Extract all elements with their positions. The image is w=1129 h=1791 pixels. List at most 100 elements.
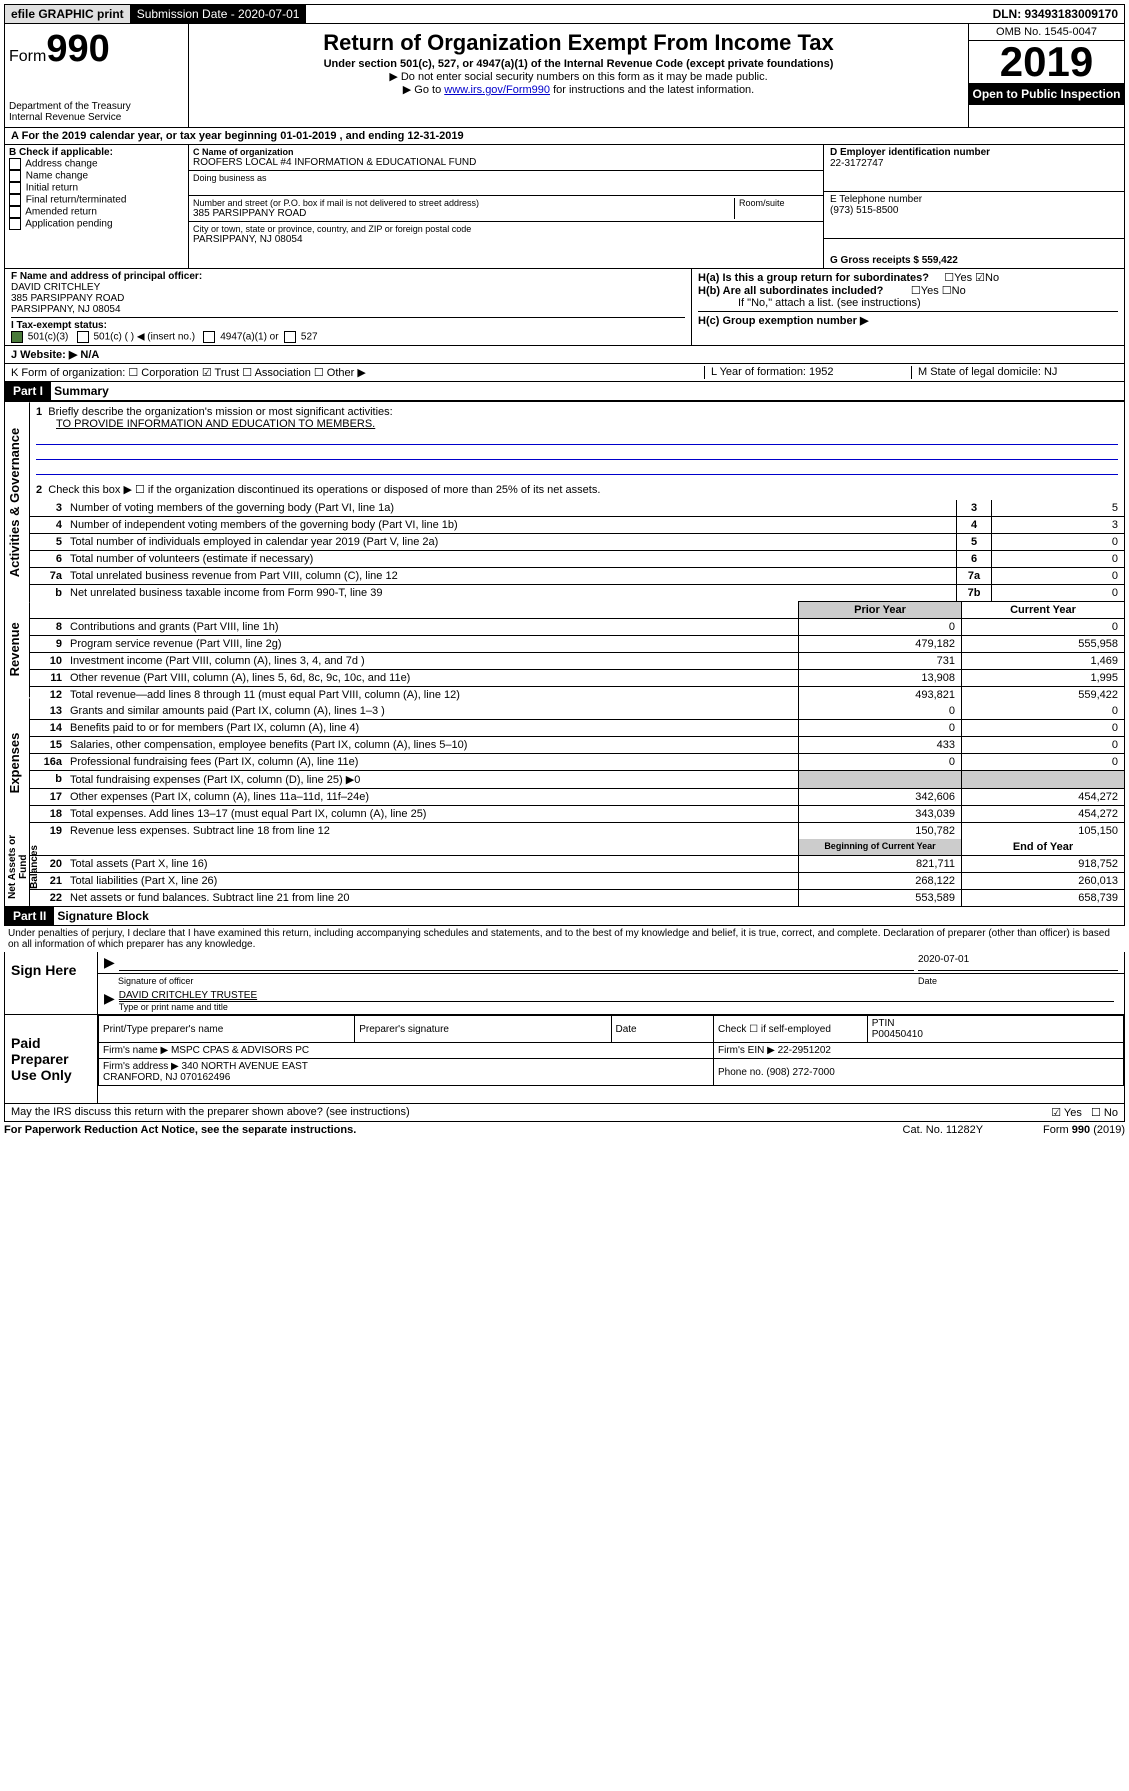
hc-label: H(c) Group exemption number ▶ [698,311,1118,327]
addr-label: Number and street (or P.O. box if mail i… [193,198,734,208]
officer-label: F Name and address of principal officer: [11,271,685,282]
city-label: City or town, state or province, country… [193,224,819,234]
section-m: M State of legal domicile: NJ [911,366,1118,379]
summary-line: 17Other expenses (Part IX, column (A), l… [30,789,1124,806]
org-name: ROOFERS LOCAL #4 INFORMATION & EDUCATION… [193,157,819,168]
efile-button[interactable]: efile GRAPHIC print [5,5,131,23]
form-number: 990 [46,28,109,70]
signature-block: Sign Here ▶ 2020-07-01 Signature of offi… [4,952,1125,1104]
chk-501c3[interactable] [11,331,23,343]
submission-date: Submission Date - 2020-07-01 [131,5,307,23]
summary-line: bTotal fundraising expenses (Part IX, co… [30,771,1124,789]
discuss-yes-no: ☑ Yes ☐ No [1051,1106,1118,1119]
firm-ein: Firm's EIN ▶ 22-2951202 [714,1043,1124,1059]
section-l: L Year of formation: 1952 [704,366,911,379]
summary-line: 6Total number of volunteers (estimate if… [30,551,1124,568]
gross-receipts: G Gross receipts $ 559,422 [830,255,1118,266]
paid-preparer-label: Paid Preparer Use Only [5,1015,98,1103]
summary-line: 4Number of independent voting members of… [30,517,1124,534]
section-klm: K Form of organization: ☐ Corporation ☑ … [4,364,1125,382]
firm-name: MSPC CPAS & ADVISORS PC [171,1045,309,1056]
summary-table: Activities & Governance Revenue Expenses… [4,401,1125,907]
mission-text: TO PROVIDE INFORMATION AND EDUCATION TO … [36,418,375,430]
top-bar: efile GRAPHIC print Submission Date - 20… [4,4,1125,24]
prior-year-hdr: Prior Year [798,601,961,618]
checkbox-row: Amended return [9,206,184,218]
summary-line: 5Total number of individuals employed in… [30,534,1124,551]
side-netassets: Net Assets or Fund Balances [5,828,30,906]
note2-pre: ▶ Go to [403,84,444,96]
curr-year-hdr: Current Year [961,601,1124,618]
summary-line: 16aProfessional fundraising fees (Part I… [30,754,1124,771]
prep-self-employed: Check ☐ if self-employed [714,1016,868,1043]
begin-year-hdr: Beginning of Current Year [798,839,961,855]
city-state-zip: PARSIPPANY, NJ 08054 [193,234,819,245]
org-name-label: C Name of organization [193,147,819,157]
checkbox-row: Initial return [9,182,184,194]
preparer-table: Print/Type preparer's name Preparer's si… [98,1015,1124,1086]
section-k: K Form of organization: ☐ Corporation ☑ … [11,366,704,379]
checkbox[interactable] [9,158,21,170]
ein-label: D Employer identification number [830,147,1118,158]
header-row-net: Beginning of Current Year End of Year [30,839,1124,856]
header-row-revenue: Prior Year Current Year [30,601,1124,619]
dba-label: Doing business as [193,173,819,183]
part1-title: Summary [54,384,109,398]
summary-line: 20Total assets (Part X, line 16)821,7119… [30,856,1124,873]
summary-line: 12Total revenue—add lines 8 through 11 (… [30,687,1124,703]
end-year-hdr: End of Year [961,839,1124,855]
dept-label: Department of the Treasury Internal Reve… [9,101,184,123]
summary-line: 15Salaries, other compensation, employee… [30,737,1124,754]
officer-name: DAVID CRITCHLEY [11,282,685,293]
checkbox[interactable] [9,206,21,218]
part2-header: Part II Signature Block [4,907,1125,926]
summary-line: 21Total liabilities (Part X, line 26)268… [30,873,1124,890]
tax-year-big: 2019 [969,41,1124,83]
prep-sig-label: Preparer's signature [355,1016,611,1043]
note-2: ▶ Go to www.irs.gov/Form990 for instruct… [193,83,964,96]
telephone: (973) 515-8500 [830,205,1118,216]
tel-label: E Telephone number [830,194,1118,205]
ptin-value: P00450410 [872,1029,923,1040]
prep-date-label: Date [611,1016,714,1043]
form-header: Form990 Department of the Treasury Inter… [4,24,1125,128]
checkbox-row: Address change [9,158,184,170]
chk-4947[interactable] [203,331,215,343]
note-1: ▶ Do not enter social security numbers o… [193,70,964,83]
tax-year-text: For the 2019 calendar year, or tax year … [22,130,464,142]
firm-phone: Phone no. (908) 272-7000 [714,1059,1124,1086]
sig-officer-label: Signature of officer [118,976,918,986]
checkbox[interactable] [9,182,21,194]
checkbox-row: Name change [9,170,184,182]
tax-exempt-label: I Tax-exempt status: [11,320,107,331]
side-activities: Activities & Governance [5,402,30,602]
typed-label: Type or print name and title [119,1002,1114,1012]
summary-line: 14Benefits paid to or for members (Part … [30,720,1124,737]
firm-addr-label: Firm's address ▶ [103,1061,179,1072]
discuss-row: May the IRS discuss this return with the… [4,1104,1125,1122]
ha-label: H(a) Is this a group return for subordin… [698,271,1118,284]
section-c: C Name of organization ROOFERS LOCAL #4 … [189,145,824,268]
hb-note: If "No," attach a list. (see instruction… [698,297,1118,309]
line1-label: Briefly describe the organization's miss… [48,406,392,418]
part2-title: Signature Block [57,909,148,923]
checkbox[interactable] [9,194,21,206]
side-revenue: Revenue [5,602,30,697]
chk-501c[interactable] [77,331,89,343]
checkbox[interactable] [9,218,21,230]
sig-date-label: Date [918,976,1118,986]
opt-4947: 4947(a)(1) or [220,332,278,343]
summary-line: 3Number of voting members of the governi… [30,500,1124,517]
prep-name-label: Print/Type preparer's name [99,1016,355,1043]
ptin-label: PTIN [872,1018,895,1029]
irs-link[interactable]: www.irs.gov/Form990 [444,84,550,96]
tax-year-line: A For the 2019 calendar year, or tax yea… [4,128,1125,145]
summary-line: 9Program service revenue (Part VIII, lin… [30,636,1124,653]
dln: DLN: 93493183009170 [987,5,1124,23]
part2-label: Part II [5,907,54,925]
section-d: D Employer identification number 22-3172… [824,145,1124,268]
chk-527[interactable] [284,331,296,343]
checkbox[interactable] [9,170,21,182]
hb-label: H(b) Are all subordinates included? ☐Yes… [698,284,1118,297]
discuss-text: May the IRS discuss this return with the… [11,1106,1051,1119]
